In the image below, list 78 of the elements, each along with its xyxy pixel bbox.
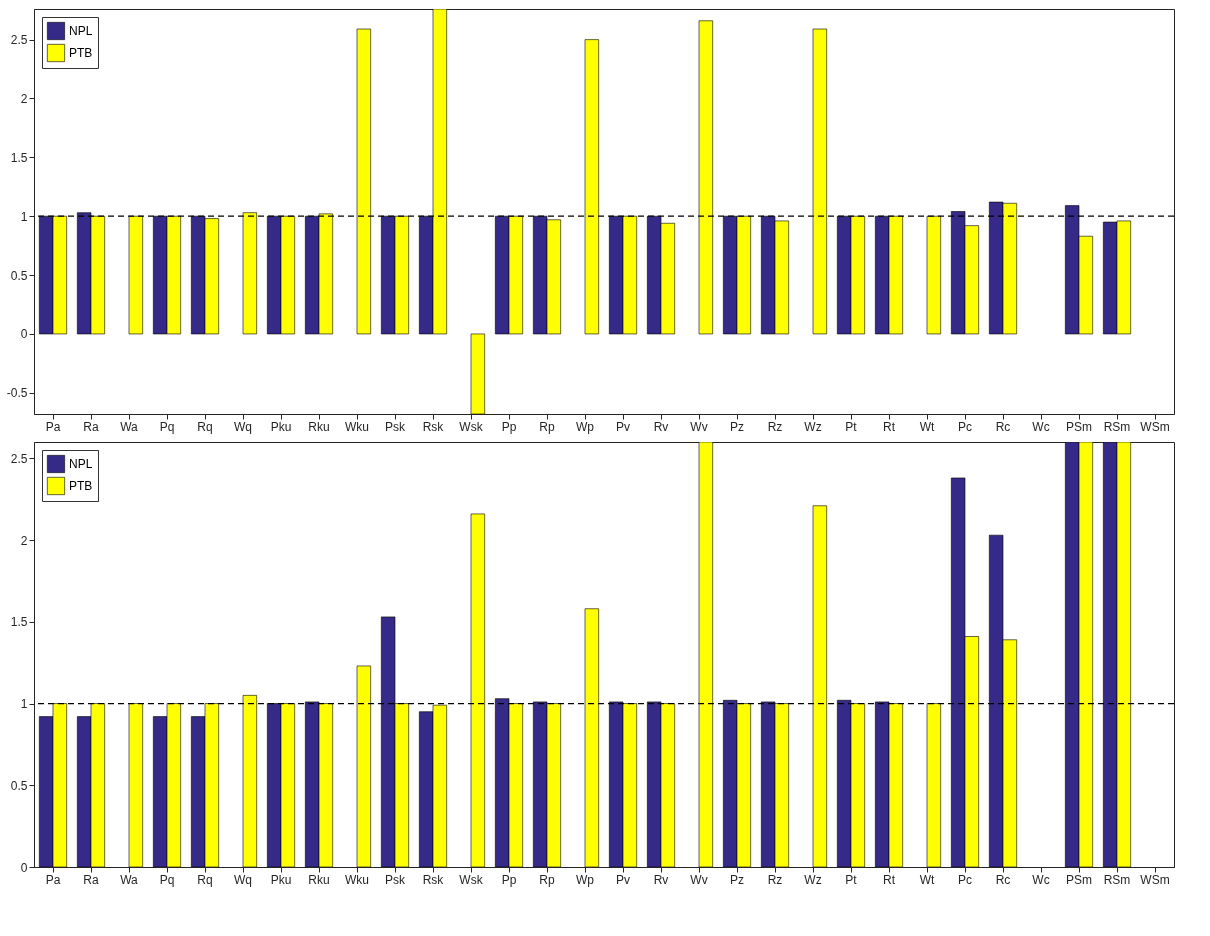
x-tick-label: WSm [1140, 872, 1170, 887]
x-tick-label: Wp [576, 872, 595, 887]
x-tick-label: Wz [804, 419, 822, 434]
x-tick-label: Wq [234, 419, 252, 434]
y-tick-label: 1.5 [10, 615, 28, 630]
x-tick-label: Rsk [422, 872, 445, 887]
x-tick-label: Wv [690, 872, 708, 887]
y-tick-label: 1.5 [10, 150, 28, 165]
x-tick-label: Wq [234, 872, 252, 887]
x-tick-label: Rc [995, 872, 1011, 887]
y-tick-label: 2 [20, 533, 28, 548]
x-tick-label: Pq [159, 419, 175, 434]
x-tick-label: PSm [1065, 872, 1093, 887]
x-tick-label: Wa [120, 419, 139, 434]
x-tick-label: Wz [804, 872, 822, 887]
x-tick-label: Pv [615, 872, 631, 887]
x-tick-label: Psk [384, 872, 406, 887]
x-tick-label: Pc [957, 872, 973, 887]
x-tick-label: Rt [883, 419, 896, 434]
x-tick-label: Pku [270, 419, 292, 434]
x-tick-label: Wv [690, 419, 708, 434]
x-tick-label: Rq [197, 419, 213, 434]
x-tick-label: Pq [159, 872, 175, 887]
x-tick-label: Ra [83, 872, 99, 887]
x-tick-label: Ra [83, 419, 99, 434]
x-tick-label: Pp [501, 419, 517, 434]
legend-label: PTB [69, 479, 93, 493]
y-tick-label: -0.5 [6, 386, 28, 401]
y-tick-label: 1 [20, 697, 28, 712]
legend-label: NPL [69, 24, 93, 38]
y-tick-label: 0.5 [10, 778, 28, 793]
x-tick-label: Rp [539, 872, 555, 887]
x-tick-label: Rp [539, 419, 555, 434]
x-tick-label: Rsk [422, 419, 445, 434]
x-tick-label: Wt [919, 872, 935, 887]
legend-label: PTB [69, 46, 93, 60]
x-tick-label: Rz [767, 419, 783, 434]
x-tick-label: Wt [919, 419, 935, 434]
y-tick-label: 0 [20, 327, 28, 342]
x-tick-label: Wku [345, 419, 369, 434]
x-tick-label: Pv [615, 419, 631, 434]
x-tick-label: PSm [1065, 419, 1093, 434]
x-tick-label: Rku [308, 419, 330, 434]
x-tick-label: Wsk [459, 419, 484, 434]
x-tick-label: Rz [767, 872, 783, 887]
x-tick-label: RSm [1103, 419, 1131, 434]
y-tick-label: 0.5 [10, 268, 28, 283]
y-tick-label: 2.5 [10, 451, 28, 466]
x-tick-label: Pz [729, 872, 745, 887]
x-tick-label: Pz [729, 419, 745, 434]
y-tick-label: 0 [20, 860, 28, 875]
y-tick-label: 1 [20, 209, 28, 224]
x-tick-label: Wku [345, 872, 369, 887]
x-tick-label: WSm [1140, 419, 1170, 434]
x-tick-label: Psk [384, 419, 406, 434]
x-tick-label: Wa [120, 872, 139, 887]
x-tick-label: Pt [845, 872, 858, 887]
x-tick-label: Rv [653, 419, 669, 434]
x-tick-label: Pa [45, 872, 61, 887]
x-tick-label: Pc [957, 419, 973, 434]
x-tick-label: Rq [197, 872, 213, 887]
x-tick-label: Rt [883, 872, 896, 887]
y-tick-label: 2 [20, 91, 28, 106]
x-tick-label: Wsk [459, 872, 484, 887]
x-tick-label: RSm [1103, 872, 1131, 887]
x-tick-label: Pt [845, 419, 858, 434]
x-tick-label: Pp [501, 872, 517, 887]
x-tick-label: Wc [1032, 872, 1050, 887]
x-tick-label: Wp [576, 419, 595, 434]
x-tick-label: Rv [653, 872, 669, 887]
x-tick-label: Rku [308, 872, 330, 887]
x-tick-label: Wc [1032, 419, 1050, 434]
y-tick-label: 2.5 [10, 33, 28, 48]
x-tick-label: Pku [270, 872, 292, 887]
x-tick-label: Rc [995, 419, 1011, 434]
x-tick-label: Pa [45, 419, 61, 434]
bar [470, 333, 485, 414]
legend-label: NPL [69, 457, 93, 471]
